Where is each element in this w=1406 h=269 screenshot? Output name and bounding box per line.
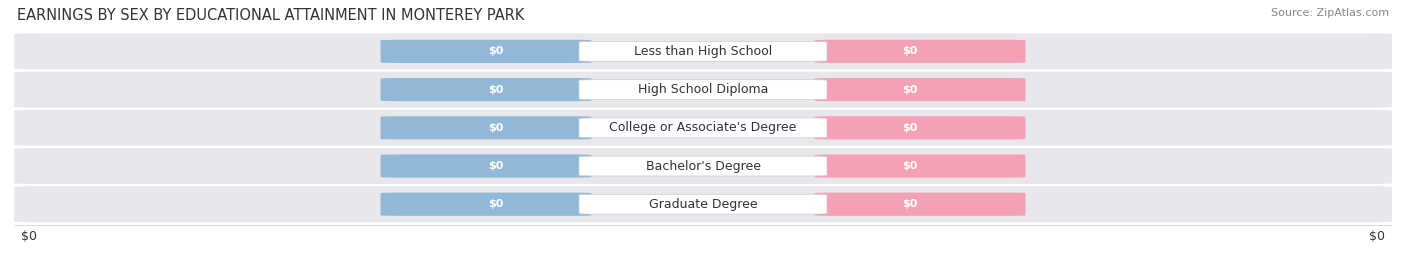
FancyBboxPatch shape [579, 41, 827, 61]
Text: Graduate Degree: Graduate Degree [648, 198, 758, 211]
Text: $0: $0 [21, 230, 37, 243]
FancyBboxPatch shape [814, 116, 1025, 139]
FancyBboxPatch shape [14, 148, 1392, 184]
Text: $0: $0 [903, 161, 917, 171]
FancyBboxPatch shape [381, 154, 592, 178]
Text: $0: $0 [489, 161, 503, 171]
Text: $0: $0 [903, 84, 917, 95]
Text: $0: $0 [903, 199, 917, 209]
Text: $0: $0 [903, 46, 917, 56]
Text: $0: $0 [489, 123, 503, 133]
FancyBboxPatch shape [579, 194, 827, 214]
Text: $0: $0 [489, 46, 503, 56]
Text: $0: $0 [489, 84, 503, 95]
FancyBboxPatch shape [579, 80, 827, 100]
FancyBboxPatch shape [814, 78, 1025, 101]
FancyBboxPatch shape [381, 116, 592, 139]
Text: $0: $0 [903, 123, 917, 133]
FancyBboxPatch shape [381, 193, 592, 216]
FancyBboxPatch shape [579, 118, 827, 138]
FancyBboxPatch shape [814, 193, 1025, 216]
Text: College or Associate's Degree: College or Associate's Degree [609, 121, 797, 134]
Text: Bachelor's Degree: Bachelor's Degree [645, 160, 761, 172]
FancyBboxPatch shape [14, 186, 1392, 222]
Text: High School Diploma: High School Diploma [638, 83, 768, 96]
FancyBboxPatch shape [14, 33, 1392, 69]
FancyBboxPatch shape [381, 78, 592, 101]
FancyBboxPatch shape [14, 72, 1392, 108]
Text: EARNINGS BY SEX BY EDUCATIONAL ATTAINMENT IN MONTEREY PARK: EARNINGS BY SEX BY EDUCATIONAL ATTAINMEN… [17, 8, 524, 23]
FancyBboxPatch shape [814, 154, 1025, 178]
FancyBboxPatch shape [814, 40, 1025, 63]
FancyBboxPatch shape [14, 110, 1392, 146]
Text: Source: ZipAtlas.com: Source: ZipAtlas.com [1271, 8, 1389, 18]
Text: $0: $0 [1369, 230, 1385, 243]
FancyBboxPatch shape [579, 156, 827, 176]
Text: $0: $0 [489, 199, 503, 209]
FancyBboxPatch shape [381, 40, 592, 63]
Text: Less than High School: Less than High School [634, 45, 772, 58]
